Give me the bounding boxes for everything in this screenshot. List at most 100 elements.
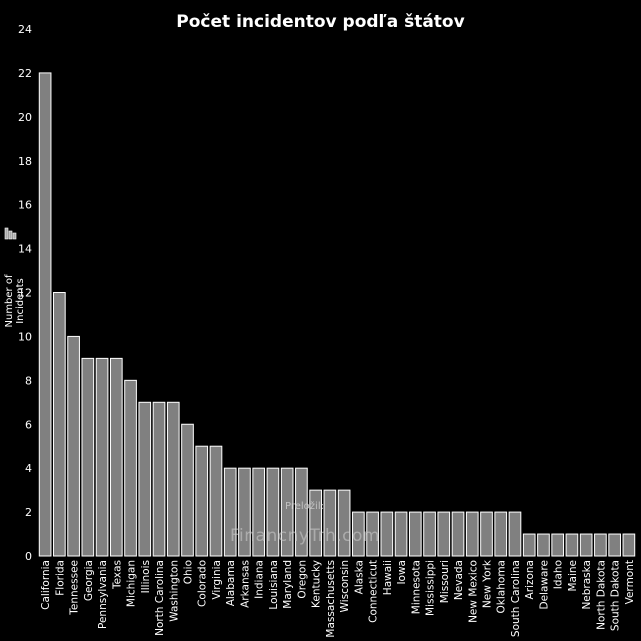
x-tick-label: New Mexico — [467, 560, 479, 623]
bar — [465, 511, 479, 557]
bar-chart-logo-icon — [4, 227, 17, 240]
x-tick-label: Texas — [111, 560, 123, 590]
bar — [280, 467, 294, 557]
x-tick-label: Minnesota — [410, 560, 422, 614]
bar — [408, 511, 422, 557]
bar — [337, 489, 351, 557]
x-tick-label: Virginia — [211, 560, 223, 600]
bar — [67, 335, 80, 557]
bar — [508, 511, 522, 557]
bar — [166, 401, 180, 557]
x-tick-label: Arizona — [524, 560, 536, 599]
x-tick-label: Nebraska — [581, 560, 593, 610]
y-tick-label: 18 — [18, 155, 32, 168]
x-tick-label: Maine — [567, 560, 579, 592]
bar — [622, 533, 636, 557]
bar — [266, 467, 280, 557]
bar — [223, 467, 237, 557]
x-tick-label: Michigan — [126, 560, 138, 607]
x-tick-label: North Carolina — [154, 560, 166, 636]
x-tick-label: South Dakota — [610, 560, 622, 631]
x-tick-label: Louisiana — [268, 560, 280, 610]
bar — [209, 445, 223, 557]
x-tick-label: Iowa — [396, 560, 408, 585]
bar — [181, 423, 194, 557]
bar — [522, 533, 536, 557]
bar — [81, 357, 95, 557]
x-tick-label: Tennessee — [69, 560, 81, 616]
y-tick-label: 14 — [18, 243, 32, 256]
bar — [323, 489, 337, 557]
bar — [551, 533, 565, 557]
x-tick-label: Oregon — [296, 560, 308, 599]
x-tick-label: Delaware — [538, 560, 550, 609]
x-tick-label: Oklahoma — [496, 560, 508, 613]
watermark-caption: Preložil: — [285, 501, 324, 512]
x-tick-label: Colorado — [197, 560, 209, 607]
y-tick-label: 12 — [18, 287, 32, 300]
x-tick-label: Alabama — [225, 560, 237, 606]
x-tick-label: Maryland — [282, 560, 294, 609]
bar — [366, 511, 379, 557]
bar — [565, 533, 579, 557]
bar — [238, 467, 251, 557]
y-tick-label: 4 — [25, 462, 32, 475]
bar — [437, 511, 451, 557]
bar — [152, 401, 166, 557]
bar — [537, 533, 550, 557]
x-tick-label: South Carolina — [510, 560, 522, 637]
y-tick-label: 8 — [25, 374, 32, 387]
y-tick-label: 22 — [18, 67, 32, 80]
bar — [124, 379, 137, 557]
x-tick-label: Connecticut — [368, 560, 380, 623]
bar — [451, 511, 465, 557]
y-tick-label: 10 — [18, 330, 32, 343]
bar — [38, 72, 52, 557]
y-tick-label: 2 — [25, 506, 32, 519]
x-tick-label: Mississippi — [425, 560, 437, 616]
x-tick-label: Arkansas — [239, 560, 251, 608]
bar — [309, 489, 322, 557]
x-tick-label: North Dakota — [595, 560, 607, 630]
x-tick-label: Ohio — [183, 560, 195, 584]
y-tick-label: 24 — [18, 23, 32, 36]
x-tick-label: Illinois — [140, 560, 152, 593]
bar — [252, 467, 266, 557]
bar — [295, 467, 308, 557]
x-tick-label: Idaho — [553, 560, 565, 589]
bar — [53, 292, 66, 557]
bar — [195, 445, 209, 557]
bar — [494, 511, 508, 557]
x-tick-label: Indiana — [254, 560, 266, 599]
y-tick-label: 6 — [25, 418, 32, 431]
x-tick-label: Massachusetts — [325, 560, 337, 638]
bar — [109, 357, 123, 557]
x-tick-label: Washington — [168, 560, 180, 622]
x-tick-label: Alaska — [353, 560, 365, 594]
x-tick-label: Pennsylvania — [97, 560, 109, 629]
y-tick-label: 20 — [18, 111, 32, 124]
watermark-site: FinancnyTrh.com — [230, 526, 380, 546]
x-tick-label: Florida — [54, 560, 66, 596]
bar — [394, 511, 408, 557]
bar — [423, 511, 436, 557]
x-tick-label: Georgia — [83, 560, 95, 601]
y-tick-label: 16 — [18, 199, 32, 212]
bar — [594, 533, 607, 557]
bar — [579, 533, 593, 557]
chart-title: Počet incidentov podľa štátov — [176, 12, 465, 32]
x-tick-label: Hawaii — [382, 560, 394, 595]
x-tick-label: New York — [482, 559, 494, 608]
bar — [480, 511, 493, 557]
y-tick-label: 0 — [25, 550, 32, 563]
x-tick-label: Vermont — [624, 560, 636, 604]
x-tick-label: Missouri — [439, 560, 451, 603]
bar — [380, 511, 394, 557]
bar — [352, 511, 365, 557]
bar — [138, 401, 152, 557]
x-tick-label: Kentucky — [311, 560, 323, 608]
bar — [608, 533, 621, 557]
x-tick-label: Nevada — [453, 560, 465, 600]
x-tick-label: Wisconsin — [339, 560, 351, 612]
